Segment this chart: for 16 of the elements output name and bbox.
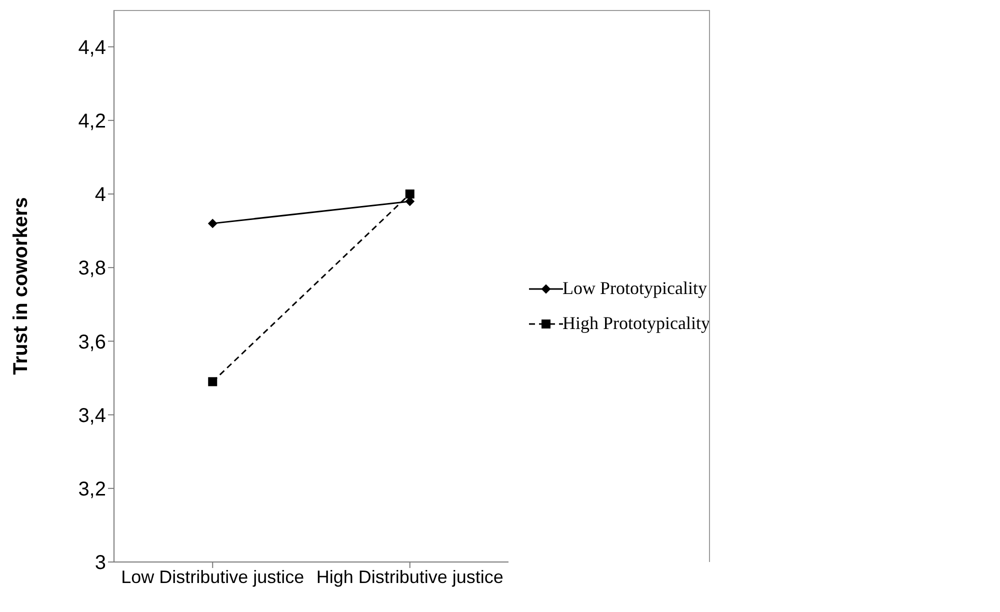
y-tick-label: 4 <box>94 184 106 206</box>
y-tick-label: 4,2 <box>78 110 106 132</box>
legend-label: Low Prototypicality <box>562 278 707 299</box>
point <box>405 190 414 198</box>
y-tick-label: 3,4 <box>78 404 106 427</box>
y-axis-title: Trust in coworkers <box>10 197 32 375</box>
y-tick-label: 3,8 <box>78 258 106 280</box>
point <box>208 377 218 386</box>
x-tick-label: Low Distributive justice <box>121 566 304 587</box>
y-tick-label: 4,4 <box>78 36 106 59</box>
y-tick-label: 3,6 <box>78 331 106 354</box>
y-tick-label: 3 <box>94 552 106 574</box>
y-tick-label: 3,2 <box>78 478 106 500</box>
x-tick-label: High Distributive justice <box>316 566 504 587</box>
legend-label: High Prototypicality <box>562 313 710 334</box>
point <box>208 218 218 228</box>
